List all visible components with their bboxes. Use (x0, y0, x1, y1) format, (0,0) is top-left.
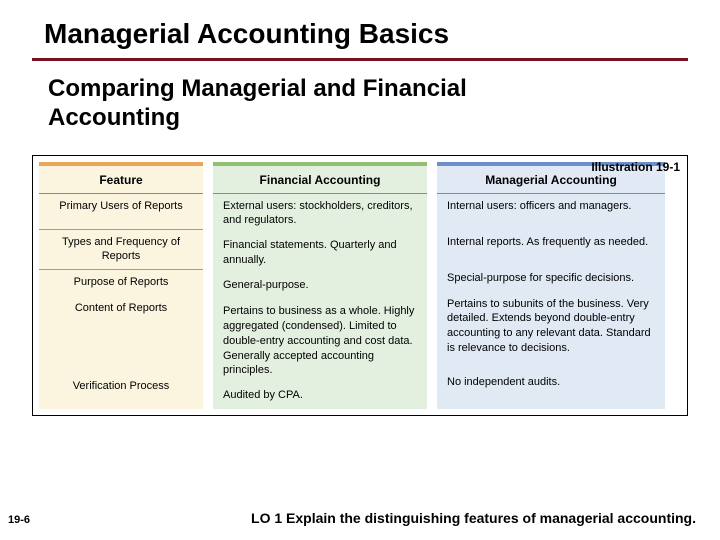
feature-cell: Types and Frequency of Reports (39, 230, 203, 271)
managerial-cell: Internal users: officers and managers. (437, 194, 665, 230)
managerial-column: Managerial Accounting Internal users: of… (437, 162, 665, 410)
financial-cell: Pertains to business as a whole. Highly … (213, 299, 427, 383)
page-number: 19-6 (8, 514, 30, 526)
page-title: Managerial Accounting Basics (44, 18, 688, 50)
managerial-cell: No independent audits. (437, 370, 665, 396)
managerial-cell: Pertains to subunits of the business. Ve… (437, 292, 665, 370)
feature-column: Feature Primary Users of Reports Types a… (39, 162, 203, 410)
learning-objective: LO 1 Explain the distinguishing features… (200, 510, 696, 526)
feature-header: Feature (39, 166, 203, 193)
title-rule (32, 58, 688, 61)
feature-cell: Primary Users of Reports (39, 194, 203, 230)
financial-column: Financial Accounting External users: sto… (213, 162, 427, 410)
financial-cell: Financial statements. Quarterly and annu… (213, 233, 427, 273)
slide: Managerial Accounting Basics Comparing M… (0, 0, 720, 540)
illustration-label: Illustration 19-1 (591, 160, 680, 174)
financial-cell: External users: stockholders, creditors,… (213, 194, 427, 234)
managerial-cell: Special-purpose for specific decisions. (437, 266, 665, 292)
feature-cell: Purpose of Reports (39, 270, 203, 296)
financial-header: Financial Accounting (213, 166, 427, 193)
subtitle: Comparing Managerial and Financial Accou… (48, 75, 588, 133)
feature-cell: Content of Reports (39, 296, 203, 374)
managerial-cell: Internal reports. As frequently as neede… (437, 230, 665, 266)
comparison-table: Feature Primary Users of Reports Types a… (32, 155, 688, 417)
financial-cell: General-purpose. (213, 273, 427, 299)
feature-cell: Verification Process (39, 374, 203, 400)
financial-cell: Audited by CPA. (213, 383, 427, 409)
